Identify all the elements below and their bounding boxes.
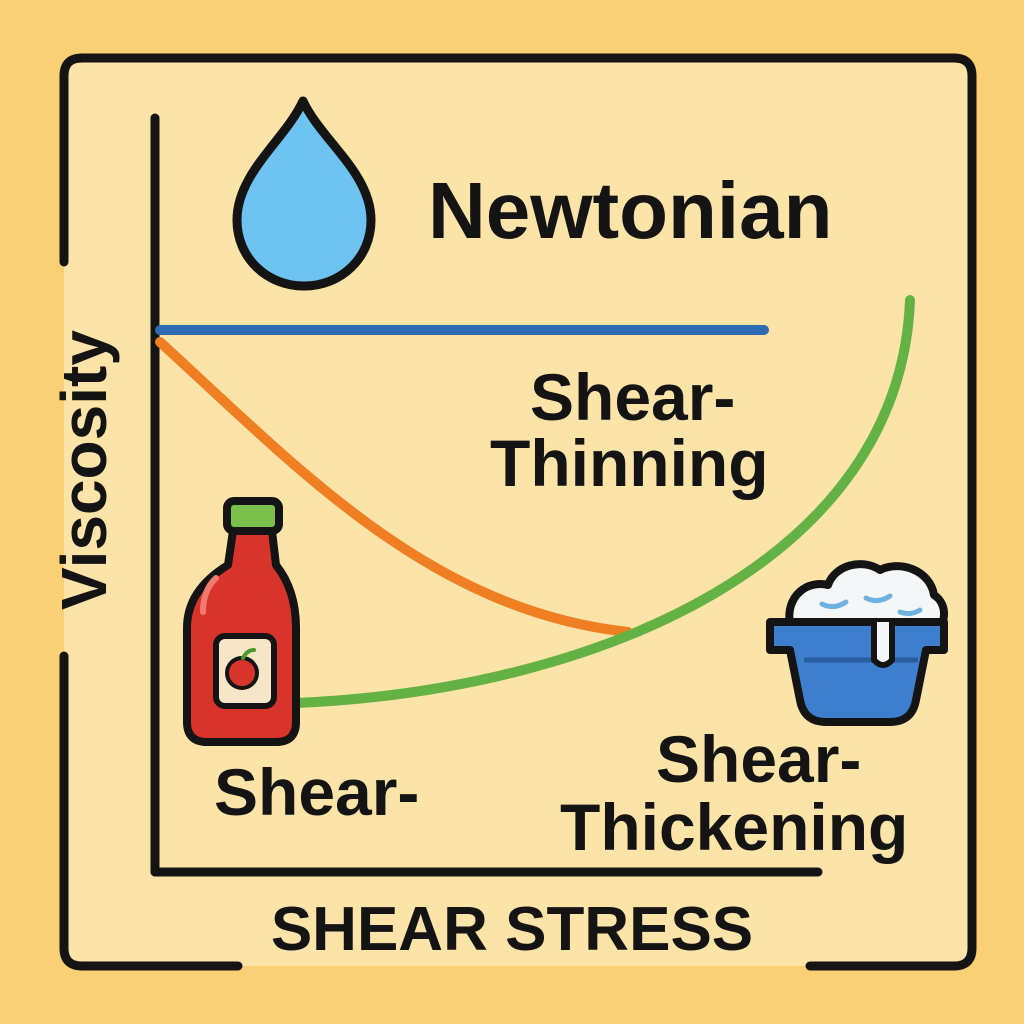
- label-shear-thickening-2: Thickening: [560, 790, 908, 864]
- shear-thickening-curve: [291, 295, 915, 708]
- title-newtonian: Newtonian: [428, 166, 832, 255]
- label-shear-thickening-1: Shear-: [656, 722, 861, 796]
- ketchup-bottle-icon: [183, 497, 300, 746]
- water-drop-icon: [232, 96, 376, 291]
- cream-bowl-icon: [766, 560, 948, 726]
- x-axis-label: SHEAR STRESS: [271, 895, 753, 964]
- label-shear-bottom-left: Shear-: [214, 755, 419, 829]
- label-shear-thinning-1: Shear-: [530, 360, 735, 434]
- y-axis-label: Viscosity: [48, 330, 120, 610]
- frame-border: [59, 53, 977, 971]
- label-shear-thinning-2: Thinning: [490, 426, 769, 500]
- shear-thinning-curve: [155, 337, 633, 637]
